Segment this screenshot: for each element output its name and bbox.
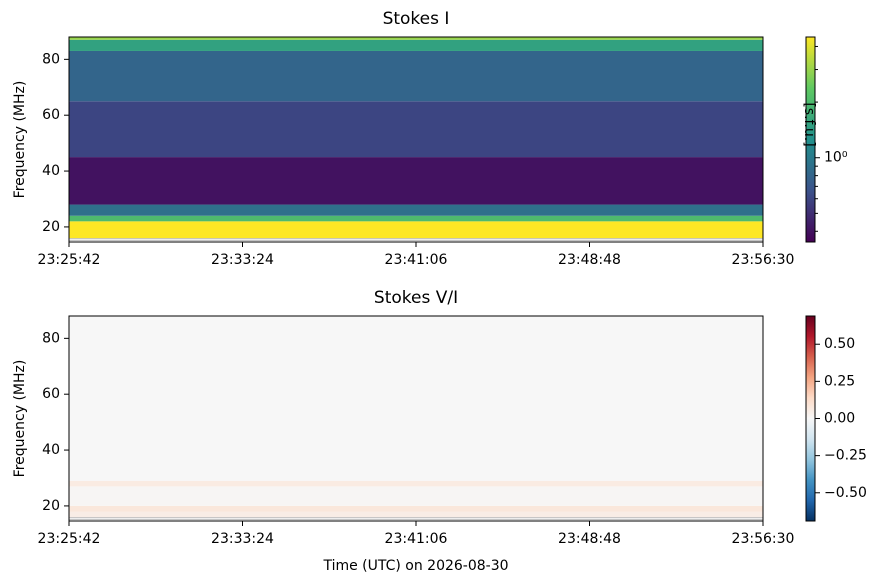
x-tick-label: 23:33:24 [211,252,274,268]
heatmap-band [69,50,763,102]
heatmap-band [69,316,763,481]
y-tick-label: 20 [42,219,60,235]
y-tick-label: 80 [42,330,60,346]
y-tick-label: 60 [42,107,60,123]
y-tick-label: 40 [42,442,60,458]
x-tick-label: 23:41:06 [385,531,448,547]
x-axis-label: Time (UTC) on 2026-08-30 [322,558,508,574]
heatmap-band [69,39,763,51]
y-axis-label: Frequency (MHz) [12,81,28,199]
x-tick-label: 23:25:42 [38,252,101,268]
x-tick-label: 23:48:48 [558,252,621,268]
colorbar [805,315,816,522]
y-axis-label: Frequency (MHz) [12,360,28,478]
heatmap-band [69,157,763,205]
heatmap-band [69,505,763,512]
heatmap-band [69,486,763,506]
heatmap-band [69,37,763,40]
heatmap-band [69,221,763,239]
colorbar [805,36,816,243]
colorbar-tick-label: 0.25 [824,373,855,389]
colorbar-tick-label: 0.00 [824,411,855,427]
x-tick-label: 23:41:06 [385,252,448,268]
x-tick-label: 23:56:30 [732,531,795,547]
colorbar-tick-label: 0.50 [824,336,855,352]
colorbar-label: [s.f.u.] [801,102,817,146]
heatmap-band [69,204,763,216]
heatmap-band [69,480,763,487]
y-tick-label: 80 [42,51,60,67]
y-tick-label: 20 [42,498,60,514]
x-tick-label: 23:25:42 [38,531,101,547]
x-tick-label: 23:33:24 [211,531,274,547]
y-tick-label: 40 [42,163,60,179]
chart-title: Stokes V/I [374,288,458,308]
x-tick-label: 23:56:30 [732,252,795,268]
chart-title: Stokes I [383,9,450,29]
heatmap-band [69,101,763,158]
heatmap-band [69,511,763,518]
colorbar-tick-label: 10⁰ [824,150,848,166]
colorbar-tick-label: −0.25 [824,448,867,464]
x-tick-label: 23:48:48 [558,531,621,547]
colorbar-tick-label: −0.50 [824,485,867,501]
y-tick-label: 60 [42,386,60,402]
heatmap-band [69,215,763,222]
